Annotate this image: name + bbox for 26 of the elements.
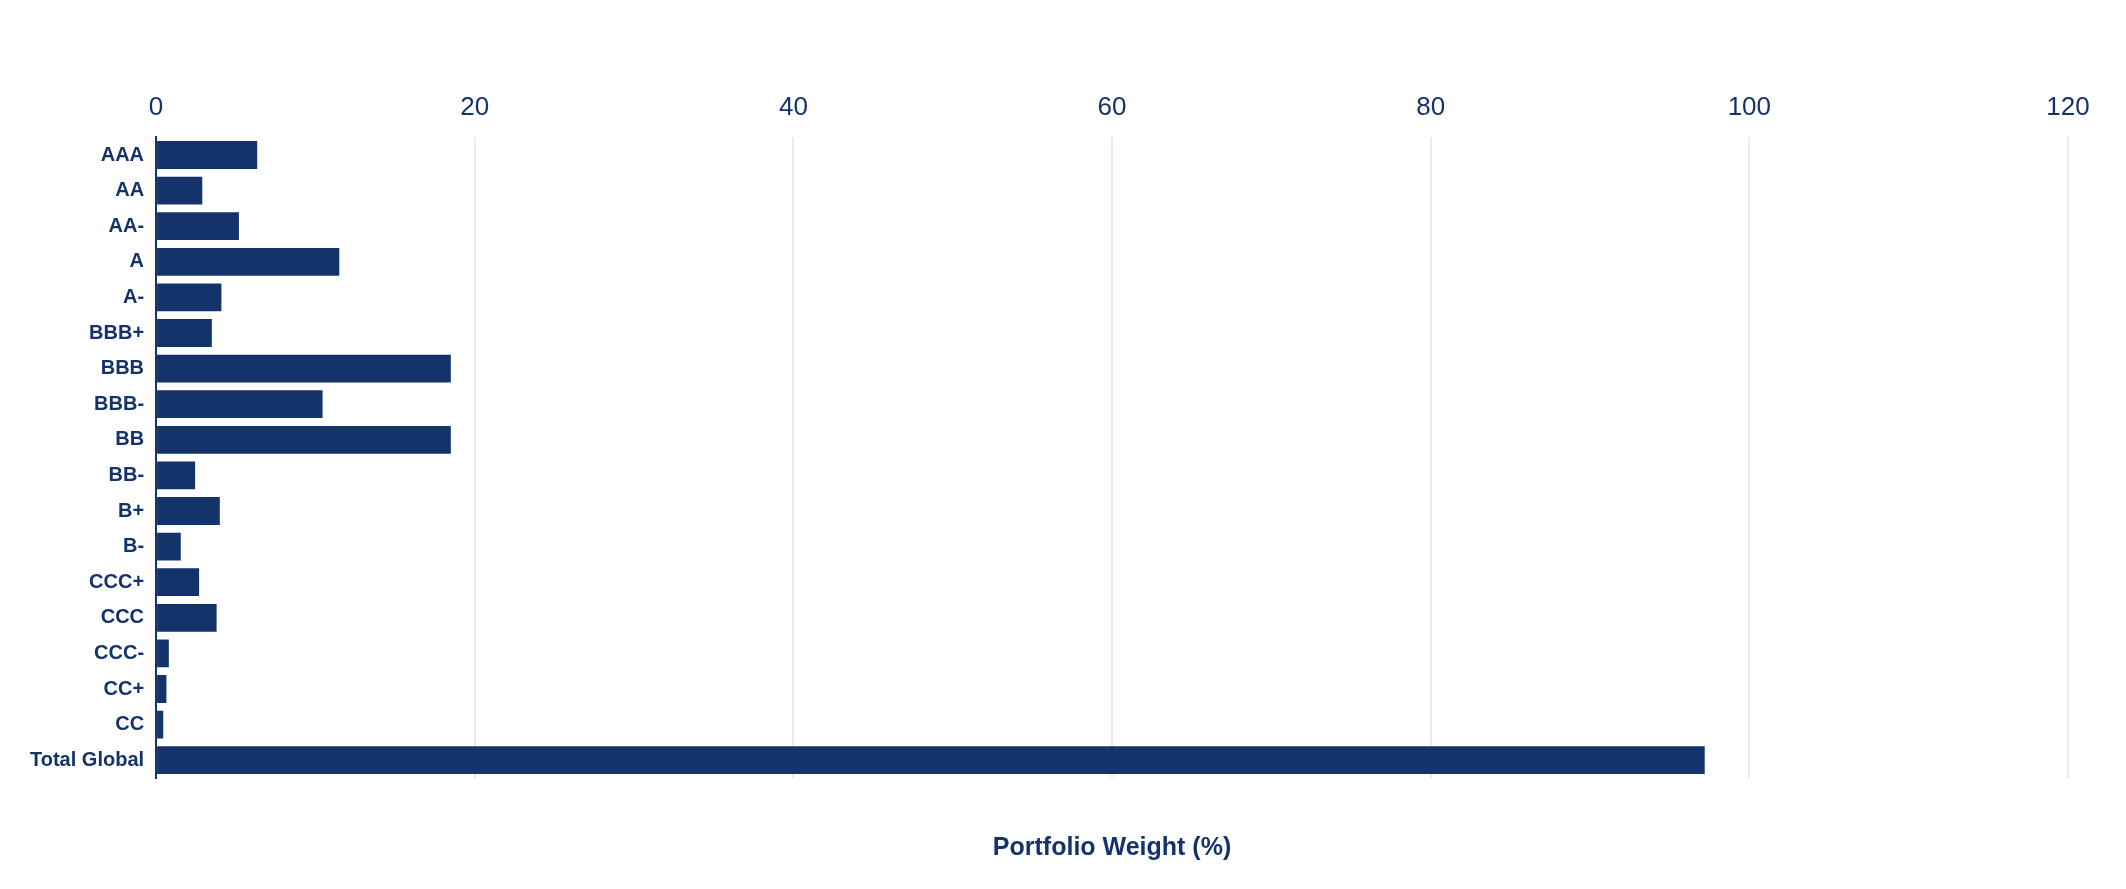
x-tick-label: 20 <box>460 90 490 121</box>
x-tick-label: 80 <box>1416 90 1446 121</box>
y-tick-label: CC <box>115 712 145 735</box>
x-tick-label: 0 <box>148 90 164 121</box>
y-tick-label: BB <box>115 427 145 450</box>
y-tick-label: CC+ <box>103 676 145 699</box>
y-tick-label: BBB+ <box>89 320 145 343</box>
y-tick-label: AAA <box>100 142 145 165</box>
x-tick-label: 60 <box>1097 90 1127 121</box>
y-tick-label: BBB <box>100 356 145 379</box>
y-tick-label: A <box>129 249 145 272</box>
y-tick-label: B- <box>122 534 145 557</box>
y-tick-label: AA <box>115 178 145 201</box>
x-tick-label: 120 <box>2046 90 2090 121</box>
y-tick-label: AA- <box>108 213 145 236</box>
y-tick-label: CCC <box>100 605 145 628</box>
x-axis-title: Portfolio Weight (%) <box>992 831 1232 860</box>
y-tick-label: BBB- <box>94 391 145 414</box>
y-tick-label: A- <box>122 284 145 307</box>
x-tick-label: 100 <box>1727 90 1772 121</box>
y-tick-label: B+ <box>117 498 145 521</box>
y-tick-label: Total Global <box>29 747 145 770</box>
x-tick-label: 40 <box>778 90 808 121</box>
y-tick-label: CCC+ <box>89 569 145 592</box>
y-tick-label: CCC- <box>94 640 145 663</box>
y-tick-label: BB- <box>108 462 145 485</box>
